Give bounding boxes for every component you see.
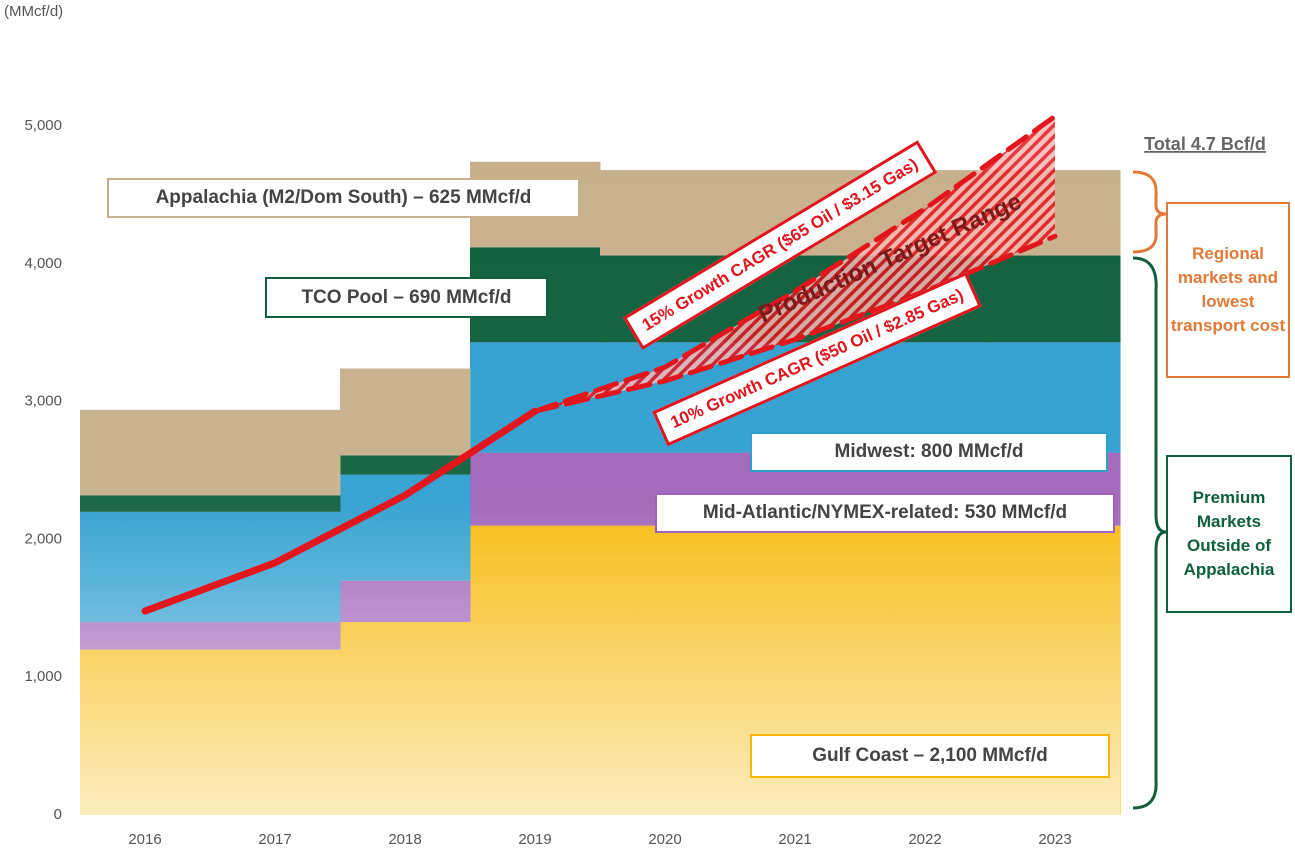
series-label: Mid-Atlantic/NYMEX-related: 530 MMcf/d	[655, 493, 1115, 533]
y-tick-label: 3,000	[24, 393, 62, 410]
series-label: Midwest: 800 MMcf/d	[750, 432, 1108, 472]
series-label: Appalachia (M2/Dom South) – 625 MMcf/d	[107, 178, 580, 218]
x-tick-label: 2016	[128, 831, 161, 848]
y-tick-label: 2,000	[24, 530, 62, 547]
series-label: Gulf Coast – 2,100 MMcf/d	[750, 734, 1110, 778]
premium-label: Premium Markets Outside of Appalachia	[1166, 455, 1292, 613]
x-tick-label: 2022	[908, 831, 941, 848]
x-tick-label: 2021	[778, 831, 811, 848]
target-line	[532, 113, 1058, 414]
x-tick-label: 2017	[258, 831, 291, 848]
premium-brace	[1132, 256, 1167, 810]
regional-brace	[1132, 170, 1167, 254]
y-tick-label: 0	[54, 806, 62, 823]
y-unit-label: (MMcf/d)	[4, 3, 63, 20]
y-tick-label: 4,000	[24, 255, 62, 272]
production-line	[141, 407, 539, 615]
x-tick-label: 2018	[388, 831, 421, 848]
target-line	[532, 233, 1058, 414]
x-tick-label: 2023	[1038, 831, 1071, 848]
regional-label: Regional markets and lowest transport co…	[1166, 202, 1290, 378]
target-range-band	[535, 116, 1055, 412]
x-tick-label: 2020	[648, 831, 681, 848]
series-label: TCO Pool – 690 MMcf/d	[265, 277, 548, 318]
y-tick-label: 5,000	[24, 117, 62, 134]
total-label: Total 4.7 Bcf/d	[1144, 134, 1266, 154]
y-tick-label: 1,000	[24, 668, 62, 685]
x-tick-label: 2019	[518, 831, 551, 848]
